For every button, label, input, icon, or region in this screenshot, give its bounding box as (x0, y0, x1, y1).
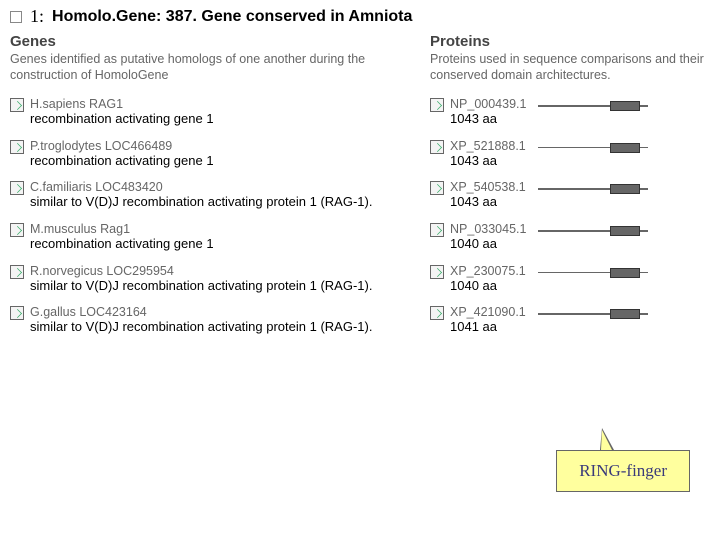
protein-cell: NP_033045.11040 aa (430, 222, 710, 252)
gene-link-icon[interactable] (10, 140, 24, 154)
gene-cell: G.gallus LOC423164similar to V(D)J recom… (10, 305, 410, 335)
protein-info: XP_540538.11043 aa (450, 180, 526, 209)
callout-label: RING-finger (556, 450, 690, 492)
domain-diagram (538, 307, 648, 321)
genes-heading: Genes (10, 33, 410, 50)
accession-label: NP_000439.1 (450, 97, 526, 111)
protein-link-icon[interactable] (430, 140, 444, 154)
gene-cell: C.familiaris LOC483420similar to V(D)J r… (10, 180, 410, 210)
protein-link-icon[interactable] (430, 265, 444, 279)
gene-cell: H.sapiens RAG1recombination activating g… (10, 97, 410, 127)
domain-diagram (538, 224, 648, 238)
data-row: G.gallus LOC423164similar to V(D)J recom… (10, 305, 710, 335)
domain-diagram (538, 266, 648, 280)
protein-link-icon[interactable] (430, 223, 444, 237)
gene-link-icon[interactable] (10, 181, 24, 195)
proteins-heading: Proteins (430, 33, 710, 50)
gene-info: M.musculus Rag1recombination activating … (30, 222, 214, 252)
domain-diagram (538, 182, 648, 196)
gene-link-icon[interactable] (10, 265, 24, 279)
gene-cell: R.norvegicus LOC295954similar to V(D)J r… (10, 264, 410, 294)
domain-block (610, 226, 640, 236)
ring-finger-callout: RING-finger (556, 450, 690, 492)
protein-link-icon[interactable] (430, 181, 444, 195)
protein-link-icon[interactable] (430, 98, 444, 112)
proteins-desc: Proteins used in sequence comparisons an… (430, 52, 710, 83)
genes-desc: Genes identified as putative homologs of… (10, 52, 410, 83)
aa-count: 1043 aa (450, 194, 526, 209)
protein-link-icon[interactable] (430, 306, 444, 320)
domain-diagram (538, 99, 648, 113)
gene-description: similar to V(D)J recombination activatin… (30, 194, 372, 210)
gene-description: similar to V(D)J recombination activatin… (30, 319, 372, 335)
gene-link-icon[interactable] (10, 223, 24, 237)
aa-count: 1041 aa (450, 319, 526, 334)
data-row: P.troglodytes LOC466489recombination act… (10, 139, 710, 169)
species-gene-label: G.gallus LOC423164 (30, 305, 372, 319)
gene-description: recombination activating gene 1 (30, 111, 214, 127)
gene-info: G.gallus LOC423164similar to V(D)J recom… (30, 305, 372, 335)
protein-info: XP_521888.11043 aa (450, 139, 526, 168)
gene-info: P.troglodytes LOC466489recombination act… (30, 139, 214, 169)
result-number: 1: (30, 6, 44, 27)
accession-label: XP_521888.1 (450, 139, 526, 153)
accession-label: XP_230075.1 (450, 264, 526, 278)
protein-info: NP_033045.11040 aa (450, 222, 526, 251)
data-row: M.musculus Rag1recombination activating … (10, 222, 710, 252)
domain-block (610, 101, 640, 111)
gene-description: similar to V(D)J recombination activatin… (30, 278, 372, 294)
gene-description: recombination activating gene 1 (30, 153, 214, 169)
page-title: Homolo.Gene: 387. Gene conserved in Amni… (52, 8, 412, 26)
protein-cell: XP_540538.11043 aa (430, 180, 710, 210)
header: 1: Homolo.Gene: 387. Gene conserved in A… (10, 6, 710, 27)
domain-diagram (538, 141, 648, 155)
gene-info: H.sapiens RAG1recombination activating g… (30, 97, 214, 127)
gene-description: recombination activating gene 1 (30, 236, 214, 252)
domain-block (610, 143, 640, 153)
protein-cell: NP_000439.11043 aa (430, 97, 710, 127)
species-gene-label: M.musculus Rag1 (30, 222, 214, 236)
rows-container: H.sapiens RAG1recombination activating g… (10, 97, 710, 335)
species-gene-label: C.familiaris LOC483420 (30, 180, 372, 194)
accession-label: XP_540538.1 (450, 180, 526, 194)
gene-cell: M.musculus Rag1recombination activating … (10, 222, 410, 252)
domain-block (610, 309, 640, 319)
aa-count: 1043 aa (450, 153, 526, 168)
gene-link-icon[interactable] (10, 98, 24, 112)
gene-cell: P.troglodytes LOC466489recombination act… (10, 139, 410, 169)
gene-info: C.familiaris LOC483420similar to V(D)J r… (30, 180, 372, 210)
domain-block (610, 268, 640, 278)
species-gene-label: H.sapiens RAG1 (30, 97, 214, 111)
select-checkbox[interactable] (10, 11, 22, 23)
section-headers: Genes Genes identified as putative homol… (10, 33, 710, 97)
accession-label: NP_033045.1 (450, 222, 526, 236)
aa-count: 1043 aa (450, 111, 526, 126)
gene-info: R.norvegicus LOC295954similar to V(D)J r… (30, 264, 372, 294)
aa-count: 1040 aa (450, 236, 526, 251)
domain-block (610, 184, 640, 194)
species-gene-label: R.norvegicus LOC295954 (30, 264, 372, 278)
aa-count: 1040 aa (450, 278, 526, 293)
gene-link-icon[interactable] (10, 306, 24, 320)
protein-cell: XP_230075.11040 aa (430, 264, 710, 294)
protein-info: XP_230075.11040 aa (450, 264, 526, 293)
protein-cell: XP_421090.11041 aa (430, 305, 710, 335)
callout-pointer (600, 428, 614, 450)
data-row: R.norvegicus LOC295954similar to V(D)J r… (10, 264, 710, 294)
data-row: C.familiaris LOC483420similar to V(D)J r… (10, 180, 710, 210)
data-row: H.sapiens RAG1recombination activating g… (10, 97, 710, 127)
accession-label: XP_421090.1 (450, 305, 526, 319)
species-gene-label: P.troglodytes LOC466489 (30, 139, 214, 153)
protein-info: XP_421090.11041 aa (450, 305, 526, 334)
protein-cell: XP_521888.11043 aa (430, 139, 710, 169)
protein-info: NP_000439.11043 aa (450, 97, 526, 126)
